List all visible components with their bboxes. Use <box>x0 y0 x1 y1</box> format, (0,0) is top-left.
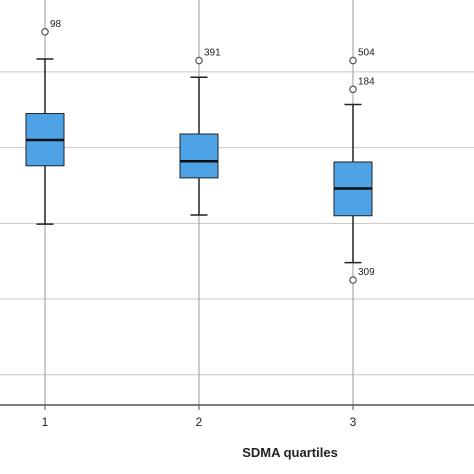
x-tick-label: 2 <box>196 415 203 429</box>
outlier-point <box>349 85 357 94</box>
outlier-label: 504 <box>358 48 375 59</box>
outlier-label: 391 <box>204 48 221 59</box>
box-series: 98 391 504 184 309 <box>25 19 375 284</box>
outlier-label: 309 <box>358 267 375 278</box>
x-tick-label: 1 <box>42 415 49 429</box>
box-group-1: 98 <box>25 19 65 225</box>
outlier-label: 98 <box>50 19 62 30</box>
x-axis-label: SDMA quartiles <box>242 445 338 460</box>
outlier-point <box>349 56 357 65</box>
box-iqr <box>179 133 219 179</box>
outlier-point <box>195 56 203 65</box>
x-tick-label: 3 <box>350 415 357 429</box>
outlier-point <box>41 27 49 36</box>
outlier-point <box>349 276 357 284</box>
gridlines <box>0 0 474 405</box>
outlier-label: 184 <box>358 76 375 87</box>
box-group-2: 391 <box>179 48 221 216</box>
x-axis: 1 2 3 <box>0 404 474 429</box>
box-group-3: 504 184 309 <box>333 48 375 284</box>
